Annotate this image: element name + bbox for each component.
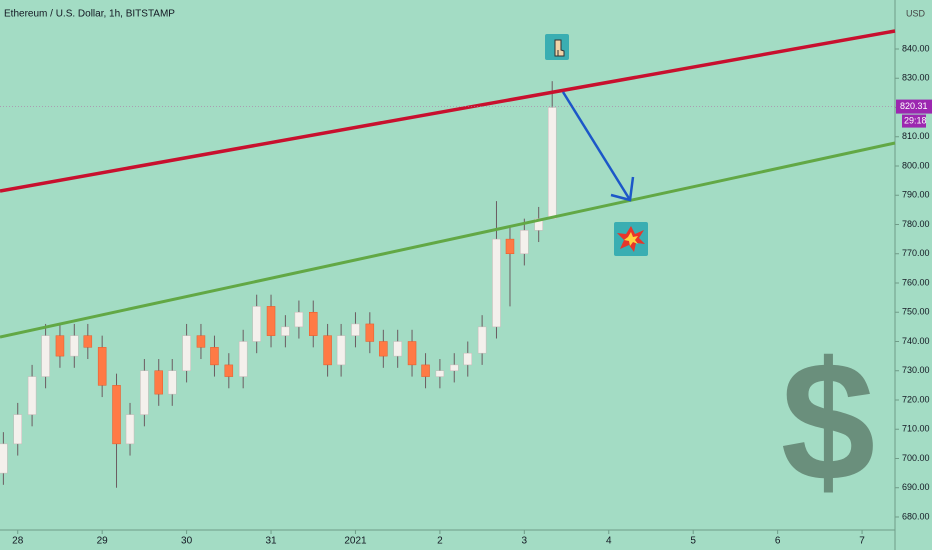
y-tick-label: 690.00 [902,482,930,492]
candle-body [167,370,177,395]
candle-body [323,335,332,366]
y-tick-label: 700.00 [902,453,930,463]
candle-body [55,335,65,357]
x-tick-label: 30 [181,536,193,547]
candle-body [435,370,445,377]
x-tick-label: 2021 [344,536,367,547]
plot [0,81,557,488]
candle-body [421,364,430,377]
arrow [561,91,632,201]
last-price-label: 820.31 [900,101,928,111]
candle-body [365,323,375,342]
x-tick-label: 5 [690,536,696,547]
x-tick-label: 3 [522,536,528,547]
currency-label: USD [906,8,926,18]
candle-body [97,347,107,386]
y-tick-label: 810.00 [902,131,930,141]
x-tick-label: 7 [859,536,865,547]
candle-body [505,238,515,254]
x-tick-label: 4 [606,536,612,547]
candle-body [125,414,135,445]
y-tick-label: 800.00 [902,160,930,170]
candle-body [112,385,121,445]
candle-body [463,352,473,366]
y-tick-label: 740.00 [902,336,930,346]
candle-body [351,323,360,336]
y-tick-label: 710.00 [902,424,930,434]
candle-body [0,443,8,474]
y-tick-label: 680.00 [902,511,930,521]
candle-body [210,347,219,366]
y-tick-label: 720.00 [902,394,930,404]
hand-icon [545,34,569,60]
candle-body [41,335,50,377]
candle-body [252,306,261,342]
candle-body [520,230,529,254]
support-line [0,141,896,339]
y-tick-label: 830.00 [902,73,930,83]
y-tick-label: 760.00 [902,277,930,287]
countdown-label: 29:18 [904,115,927,125]
candle-body [70,335,79,357]
collision-icon [614,222,648,256]
candle-body [238,341,248,377]
candle-body [13,414,22,445]
candle-body [547,107,557,219]
candle-body [309,311,318,336]
candle-body [294,311,304,328]
candle-body [182,335,191,371]
last-price-box [896,99,932,114]
candle-body [379,341,388,357]
candle-body [450,364,459,371]
chart-title: Ethereum / U.S. Dollar, 1h, BITSTAMP [4,9,175,20]
candle-body [154,370,163,395]
candle-body [492,238,501,328]
x-tick-label: 31 [265,536,277,547]
candle-body [336,335,346,366]
candle-body [393,341,402,357]
candle-body [281,326,290,336]
candle-body [407,341,417,366]
y-tick-label: 730.00 [902,365,930,375]
x-tick-label: 29 [97,536,109,547]
y-tick-label: 770.00 [902,248,930,258]
candle-body [27,376,37,415]
x-tick-label: 6 [775,536,781,547]
countdown-box [902,114,926,128]
candle-body [83,335,93,348]
x-tick-label: 2 [437,536,443,547]
y-tick-label: 780.00 [902,219,930,229]
candle-body [266,306,276,336]
candle-body [534,218,543,231]
arrow-head [610,176,635,202]
candle-body [477,326,487,354]
resistance-line [0,29,896,193]
candle-body [140,370,149,415]
dollar-icon: $ [781,327,876,517]
x-tick-label: 28 [12,536,24,547]
y-tick-label: 750.00 [902,307,930,317]
y-tick-label: 840.00 [902,43,930,53]
candle-body [224,364,234,377]
y-tick-label: 790.00 [902,190,930,200]
candle-body [196,335,206,348]
